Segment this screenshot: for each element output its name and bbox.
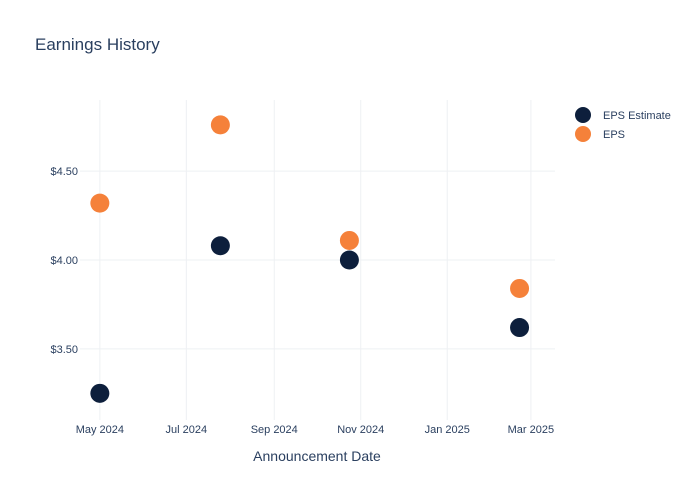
x-tick-label: Sep 2024: [251, 424, 298, 436]
x-axis-ticks: May 2024 Jul 2024 Sep 2024 Nov 2024 Jan 2025…: [76, 424, 554, 436]
chart-title: Earnings History: [35, 35, 160, 54]
eps-estimate-point[interactable]: [339, 250, 359, 270]
eps-estimate-point[interactable]: [90, 383, 110, 403]
x-tick-label: Jan 2025: [425, 424, 470, 436]
eps-estimate-point[interactable]: [210, 236, 230, 256]
legend-label[interactable]: EPS Estimate: [603, 110, 671, 122]
eps-point[interactable]: [90, 193, 110, 213]
legend-label[interactable]: EPS: [603, 129, 625, 141]
x-tick-label: May 2024: [76, 424, 124, 436]
x-tick-label: Mar 2025: [508, 424, 554, 436]
legend-marker[interactable]: [575, 126, 591, 142]
x-tick-label: Nov 2024: [337, 424, 384, 436]
eps-estimate-point[interactable]: [510, 318, 530, 338]
x-tick-label: Jul 2024: [166, 424, 208, 436]
y-tick-label: $3.50: [50, 344, 78, 356]
eps-point[interactable]: [339, 230, 359, 250]
y-tick-label: $4.00: [50, 255, 78, 267]
legend[interactable]: EPS Estimate EPS: [575, 107, 671, 142]
data-points: [90, 115, 530, 403]
grid-lines: [80, 100, 555, 420]
y-tick-label: $4.50: [50, 166, 78, 178]
x-axis-title: Announcement Date: [253, 448, 381, 464]
eps-point[interactable]: [510, 278, 530, 298]
y-axis-ticks: $3.50 $4.00 $4.50: [50, 166, 78, 356]
legend-marker[interactable]: [575, 107, 591, 123]
eps-point[interactable]: [210, 115, 230, 135]
